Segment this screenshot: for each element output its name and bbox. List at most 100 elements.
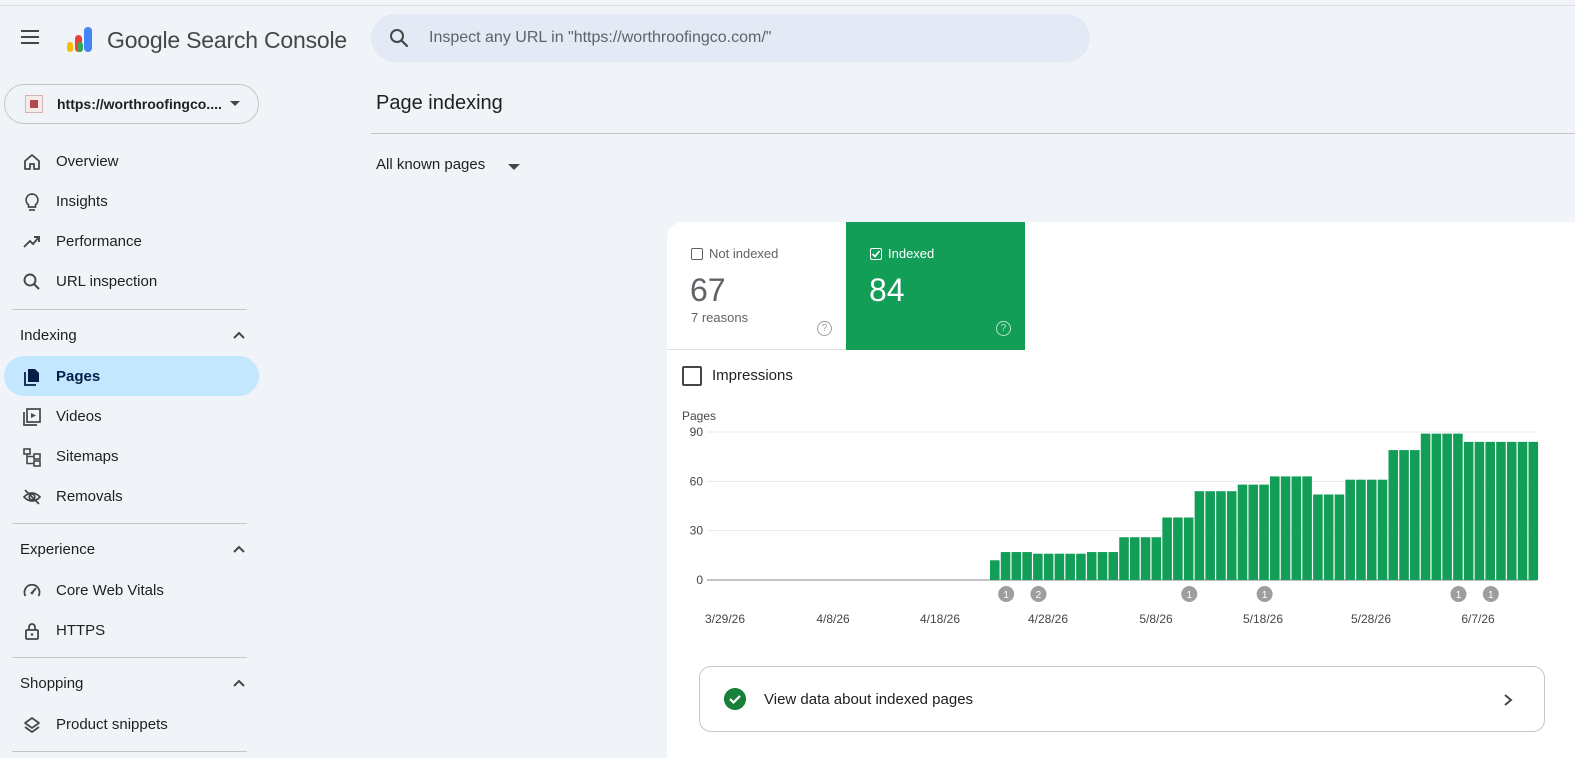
check-circle-icon <box>724 688 746 710</box>
chevron-up-icon <box>233 331 245 339</box>
indexed-tile[interactable]: Indexed 84 ? <box>846 222 1025 350</box>
pages-filter-dropdown[interactable]: All known pages <box>376 156 520 180</box>
chart-bar <box>1205 491 1215 580</box>
nav-performance-label: Performance <box>56 233 142 250</box>
not-indexed-tile[interactable]: Not indexed 67 7 reasons ? <box>667 222 846 350</box>
nav-url-inspection[interactable]: URL inspection <box>4 261 259 301</box>
section-shopping-label: Shopping <box>20 675 84 692</box>
chart-bar <box>1226 491 1237 580</box>
help-icon[interactable]: ? <box>996 321 1011 336</box>
search-icon <box>390 29 409 48</box>
chart-bar <box>1377 479 1388 580</box>
y-tick-label: 30 <box>690 524 704 538</box>
indexed-pages-chart: Pages 0 30 60 90 3/29/26 4/8/26 4/18/26 4/28/26 5… <box>682 409 1539 626</box>
checkmark-icon <box>871 250 881 258</box>
lock-icon <box>25 623 39 640</box>
annotation-marker <box>1256 586 1273 602</box>
annotation-marker <box>1450 586 1467 602</box>
indexed-count: 84 <box>869 272 905 308</box>
nav-removals[interactable]: Removals <box>4 476 259 516</box>
x-tick-label: 5/28/26 <box>1351 612 1391 626</box>
annotation-marker <box>1030 586 1047 602</box>
chart-bar <box>1366 479 1377 580</box>
chart-bar <box>1130 537 1140 580</box>
nav-pages[interactable]: Pages <box>4 356 259 396</box>
y-axis-label: Pages <box>682 409 716 423</box>
property-selector[interactable]: https://worthroofingco.... <box>4 84 259 124</box>
search-input[interactable] <box>429 26 1069 50</box>
chart-bar <box>1183 517 1194 580</box>
nav-pages-label: Pages <box>56 368 101 385</box>
visibility-off-icon <box>22 489 42 505</box>
app-title: Google Search Console <box>107 27 348 53</box>
chart-bar <box>1431 433 1442 580</box>
chart-bar <box>1216 491 1226 580</box>
chart-bar <box>1194 491 1205 580</box>
not-indexed-reasons: 7 reasons <box>691 310 749 325</box>
section-experience[interactable]: Experience <box>4 532 259 568</box>
chart-bar <box>1528 441 1539 580</box>
indexing-card: Not indexed 67 7 reasons ? Indexed 84 ? … <box>667 222 1575 758</box>
annotation-label: 1 <box>1456 590 1462 601</box>
section-shopping[interactable]: Shopping <box>4 666 259 702</box>
nav-videos[interactable]: Videos <box>4 396 259 436</box>
y-tick-label: 90 <box>690 425 704 439</box>
not-indexed-checkbox[interactable] <box>691 248 703 260</box>
nav-core-web-vitals[interactable]: Core Web Vitals <box>4 570 259 610</box>
annotation-label: 2 <box>1036 590 1042 601</box>
video-library-icon <box>23 408 41 426</box>
annotation-label: 1 <box>1488 590 1494 601</box>
impressions-checkbox[interactable] <box>682 366 702 386</box>
section-indexing[interactable]: Indexing <box>4 318 259 354</box>
url-inspect-search[interactable] <box>371 14 1090 62</box>
nav-overview[interactable]: Overview <box>4 141 259 181</box>
nav-sitemaps[interactable]: Sitemaps <box>4 436 259 476</box>
chart-bar <box>1119 537 1129 580</box>
chevron-right-icon <box>1504 694 1513 706</box>
filter-label: All known pages <box>376 156 486 173</box>
chart-bar <box>1356 479 1366 580</box>
chart-bar <box>1076 553 1086 580</box>
tile-bottom-border <box>667 349 846 350</box>
chart-bar <box>1033 553 1043 580</box>
chart-bar <box>1086 552 1097 580</box>
x-tick-label: 5/18/26 <box>1243 612 1283 626</box>
help-icon[interactable]: ? <box>817 321 832 336</box>
chart-bar <box>1453 433 1463 580</box>
chart-bar <box>1108 552 1119 580</box>
title-divider <box>371 133 1575 134</box>
nav-https-label: HTTPS <box>56 622 106 639</box>
nav-overview-label: Overview <box>56 153 119 170</box>
chart-bar <box>1259 484 1269 580</box>
nav-core-web-vitals-label: Core Web Vitals <box>56 582 164 599</box>
nav-divider <box>12 657 247 658</box>
indexed-checkbox[interactable] <box>870 248 882 260</box>
chart-bar <box>1043 553 1054 580</box>
not-indexed-count: 67 <box>690 272 726 308</box>
main-menu-icon[interactable] <box>18 26 46 50</box>
home-icon <box>24 154 40 170</box>
nav-https[interactable]: HTTPS <box>4 610 259 650</box>
y-tick-label: 60 <box>690 474 704 488</box>
annotation-marker <box>1181 586 1198 602</box>
view-indexed-data-row[interactable]: View data about indexed pages <box>699 666 1545 732</box>
nav-insights[interactable]: Insights <box>4 181 259 221</box>
annotation-label: 1 <box>1262 590 1268 601</box>
nav-performance[interactable]: Performance <box>4 221 259 261</box>
nav-product-snippets[interactable]: Product snippets <box>4 704 259 744</box>
nav-divider <box>12 751 247 752</box>
annotation-marker <box>998 586 1015 602</box>
nav-insights-label: Insights <box>56 193 108 210</box>
x-tick-label: 4/28/26 <box>1028 612 1068 626</box>
chart-bar <box>1000 552 1011 580</box>
chart-bar <box>1140 537 1151 580</box>
y-tick-label: 0 <box>696 573 703 587</box>
chart-bar <box>1022 552 1032 580</box>
chart-bar <box>1097 552 1108 580</box>
x-tick-label: 6/7/26 <box>1461 612 1495 626</box>
x-tick-label: 3/29/26 <box>705 612 745 626</box>
chart-bar <box>1388 450 1399 580</box>
chart-bar <box>1270 476 1280 580</box>
nav-url-inspection-label: URL inspection <box>56 273 158 290</box>
dropdown-caret-icon <box>230 101 240 106</box>
